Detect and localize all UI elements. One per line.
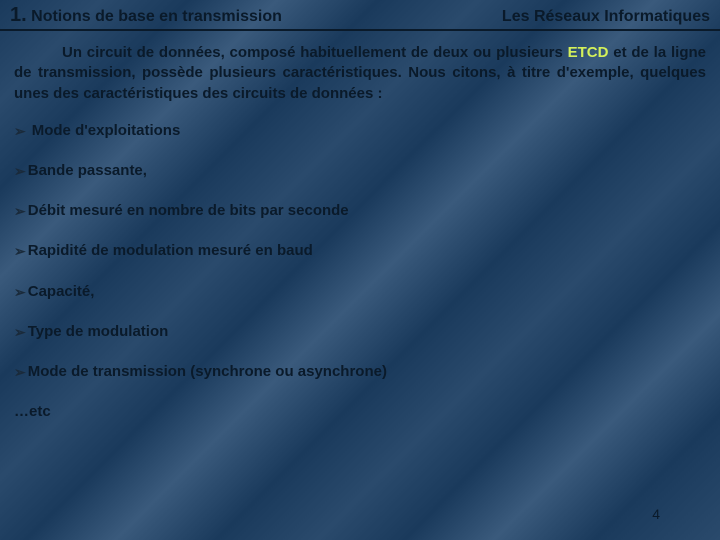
page-number: 4: [652, 506, 660, 522]
list-item: ➢ Mode de transmission (synchrone ou asy…: [14, 363, 706, 381]
bullet-icon: ➢: [14, 283, 26, 301]
list-item-label: Rapidité de modulation mesuré en baud: [28, 242, 313, 259]
list-item: ➢ Mode d'exploitations: [14, 122, 706, 140]
paragraph-pre: Un circuit de données, composé habituell…: [62, 44, 568, 61]
bullet-icon: ➢: [14, 162, 26, 180]
bullet-icon: ➢: [14, 122, 26, 140]
bullet-icon: ➢: [14, 242, 26, 260]
list-item-label: Débit mesuré en nombre de bits par secon…: [28, 202, 349, 219]
list-item-label: Mode de transmission (synchrone ou async…: [28, 363, 387, 380]
list-item-label: Type de modulation: [28, 323, 169, 340]
list-item: ➢ Bande passante,: [14, 162, 706, 180]
section-title: Notions de base en transmission: [31, 8, 282, 25]
section-number: 1.: [10, 4, 27, 26]
list-item: ➢ Rapidité de modulation mesuré en baud: [14, 242, 706, 260]
intro-paragraph: Un circuit de données, composé habituell…: [14, 43, 706, 104]
list-item-label: Mode d'exploitations: [32, 122, 181, 139]
list-item: ➢ Type de modulation: [14, 323, 706, 341]
list-item: ➢ Débit mesuré en nombre de bits par sec…: [14, 202, 706, 220]
header-left: 1. Notions de base en transmission: [10, 4, 282, 27]
bullet-icon: ➢: [14, 323, 26, 341]
bullet-icon: ➢: [14, 363, 26, 381]
slide-content: Un circuit de données, composé habituell…: [0, 31, 720, 420]
paragraph-highlight: ETCD: [568, 44, 609, 61]
etc-text: …etc: [14, 403, 706, 420]
bullet-icon: ➢: [14, 202, 26, 220]
list-item-label: Bande passante,: [28, 162, 147, 179]
bullet-list: ➢ Mode d'exploitations ➢ Bande passante,…: [14, 122, 706, 381]
slide-header: 1. Notions de base en transmission Les R…: [0, 0, 720, 31]
header-right-title: Les Réseaux Informatiques: [502, 8, 710, 26]
list-item: ➢ Capacité,: [14, 283, 706, 301]
list-item-label: Capacité,: [28, 283, 95, 300]
